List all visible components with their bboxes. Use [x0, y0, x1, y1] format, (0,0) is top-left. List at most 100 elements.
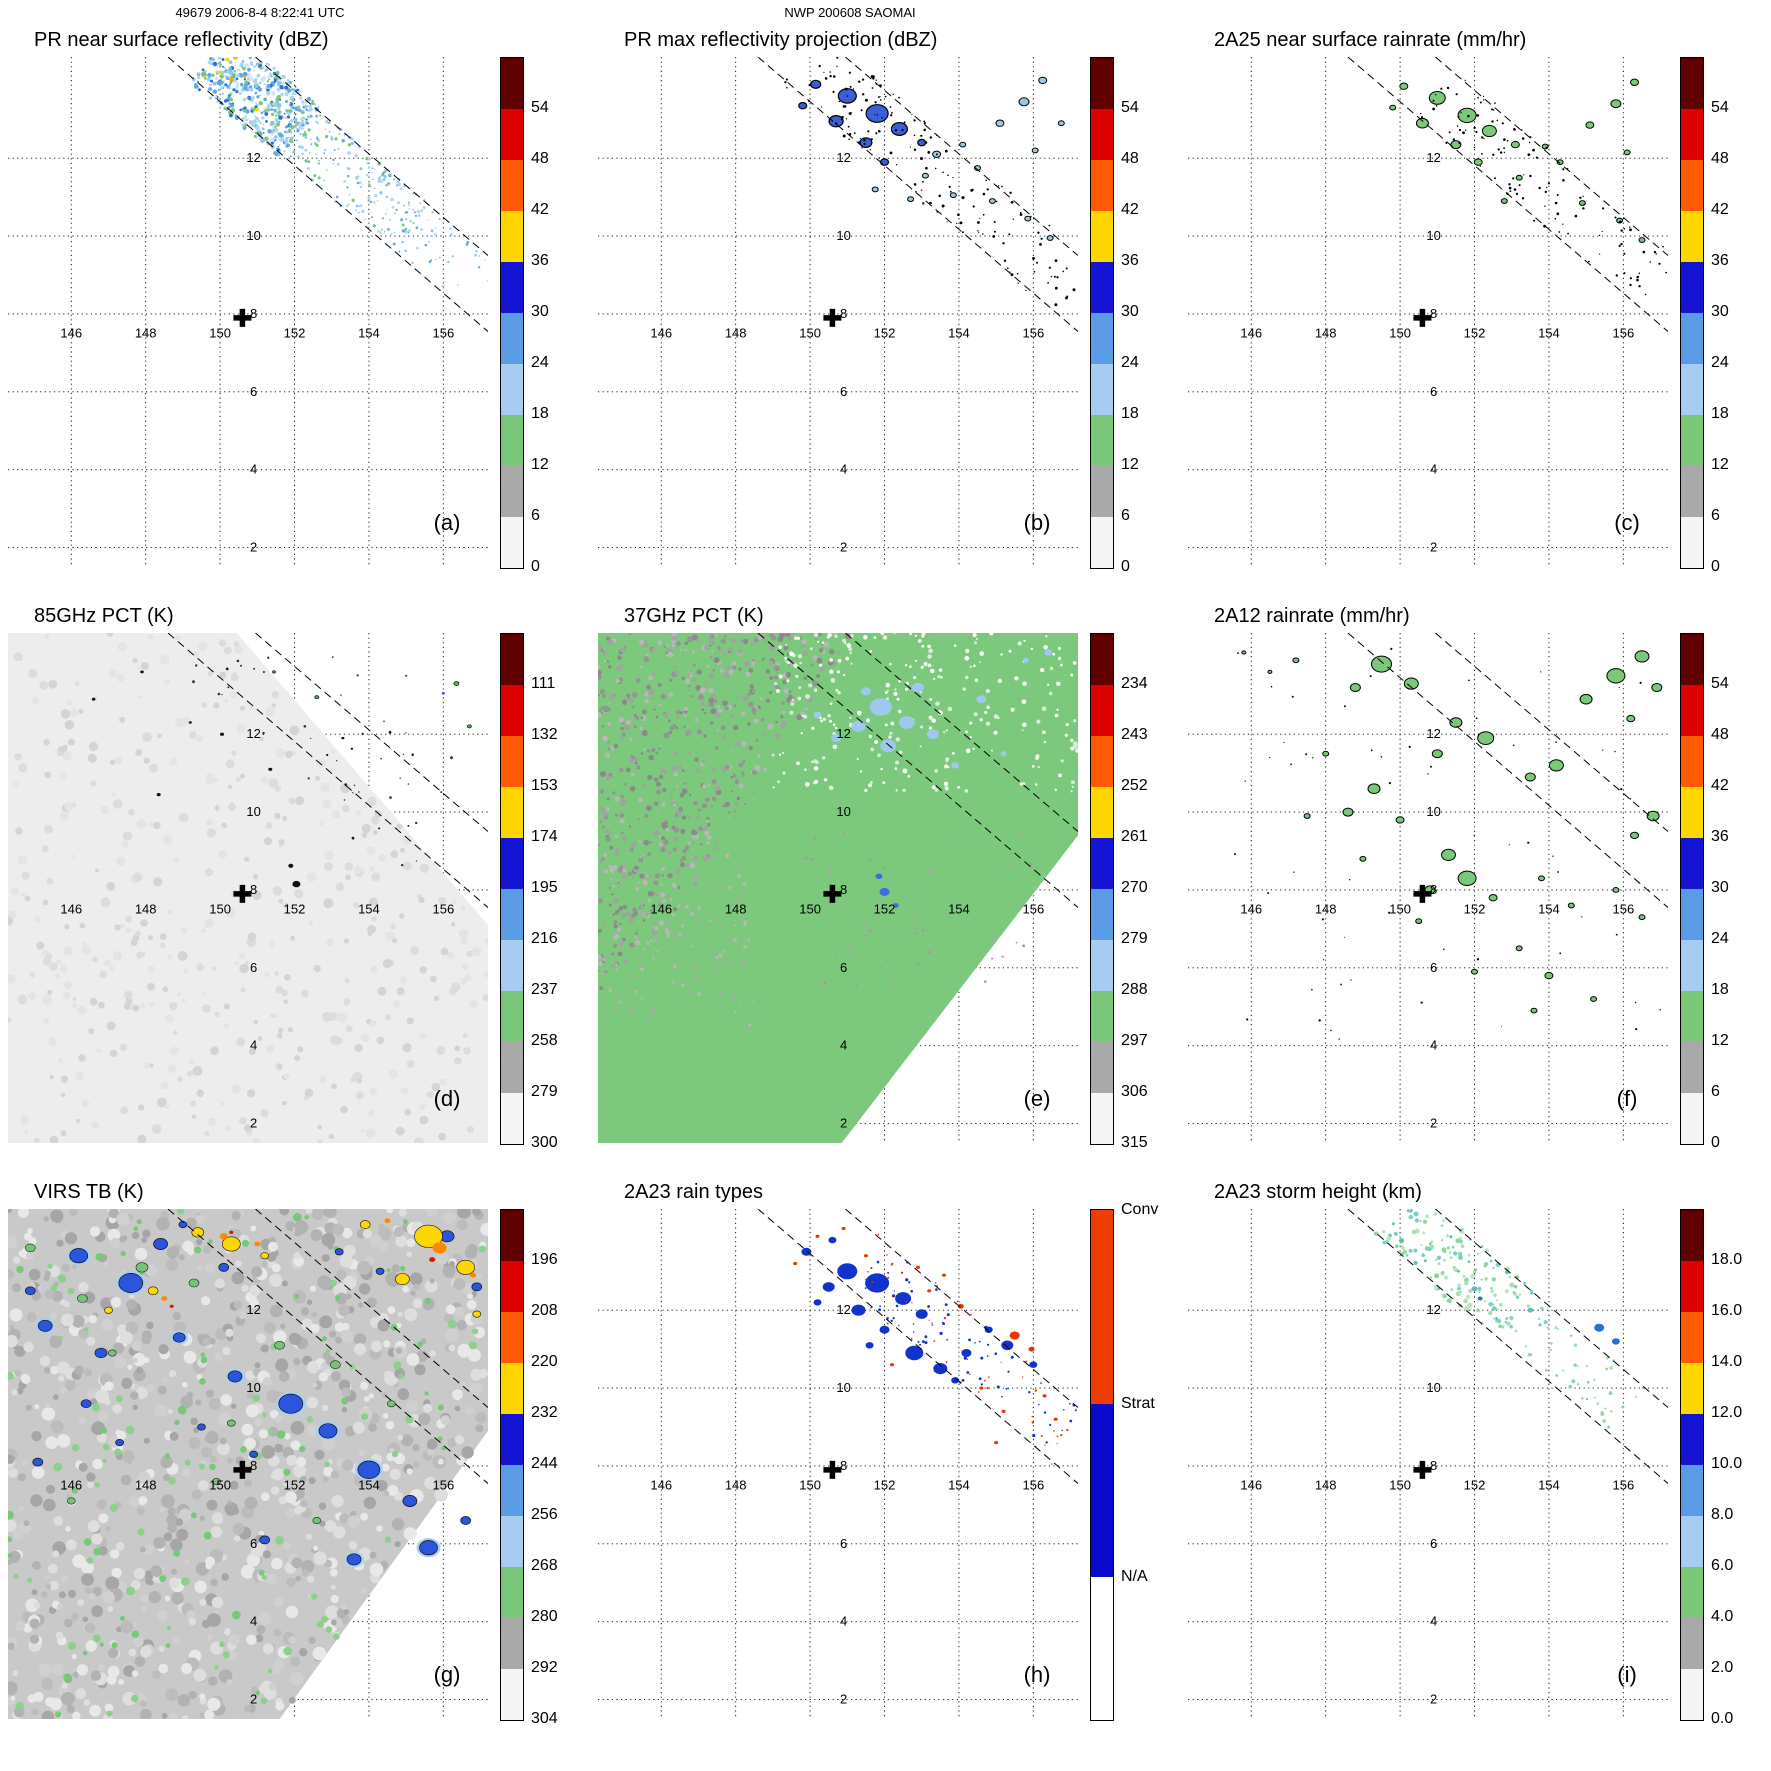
y-tick-label: 4	[250, 462, 257, 477]
y-tick-label: 4	[250, 1038, 257, 1053]
colorbar-tick-label: 0	[1711, 1134, 1720, 1151]
map-e: 146 148 150 152 154 156 12 10 8 6 4 2 (e)	[598, 633, 1078, 1143]
y-tick-label: 10	[1426, 228, 1440, 243]
x-tick-label: 150	[209, 1477, 231, 1492]
x-tick-label: 152	[1464, 325, 1486, 340]
panel-letter: (a)	[434, 510, 461, 535]
map-g: 146 148 150 152 154 156 12 10 8 6 4 2 (g)	[8, 1209, 488, 1719]
colorbar-segment	[501, 1414, 523, 1465]
colorbar-tick-label: 195	[531, 879, 558, 896]
colorbar-segment	[501, 1042, 523, 1093]
colorbar-segment	[1091, 1210, 1113, 1404]
colorbar-i	[1680, 1209, 1704, 1721]
y-tick-label: 8	[840, 306, 847, 321]
x-tick-label: 156	[432, 901, 454, 916]
y-tick-label: 12	[246, 726, 260, 741]
x-tick-label: 150	[1389, 901, 1411, 916]
colorbar-segment	[1681, 1414, 1703, 1465]
colorbar-tick-label: 234	[1121, 675, 1148, 692]
colorbar-segment	[501, 685, 523, 736]
colorbar-tick-label: 18	[531, 405, 549, 422]
panel-title: PR near surface reflectivity (dBZ)	[34, 29, 329, 51]
panel-b: PR max reflectivity projection (dBZ) 146 1…	[590, 27, 1180, 603]
y-tick-label: 10	[836, 1380, 850, 1395]
colorbar-segment	[1681, 634, 1703, 685]
y-tick-label: 6	[1430, 1536, 1437, 1551]
y-tick-label: 10	[1426, 1380, 1440, 1395]
colorbar-tick-label: 220	[531, 1353, 558, 1370]
colorbar-b	[1090, 57, 1114, 569]
colorbar-segment	[1091, 160, 1113, 211]
colorbar-tick-label: 30	[531, 303, 549, 320]
colorbar-tick-label: 12	[1711, 1032, 1729, 1049]
x-tick-label: 154	[948, 1477, 970, 1492]
panel-letter: (b)	[1024, 510, 1051, 535]
y-tick-label: 2	[1430, 540, 1437, 555]
colorbar-segment	[1681, 364, 1703, 415]
colorbar-tick-label: 10.0	[1711, 1455, 1743, 1472]
colorbar-segment	[1091, 787, 1113, 838]
y-tick-label: 8	[250, 1458, 257, 1473]
orbit-time-label: 49679 2006-8-4 8:22:41 UTC	[175, 5, 345, 20]
colorbar-segment	[1091, 364, 1113, 415]
colorbar-a	[500, 57, 524, 569]
colorbar-segment	[501, 160, 523, 211]
colorbar-tick-label: 6	[1711, 1083, 1720, 1100]
colorbar-segment	[1681, 211, 1703, 262]
colorbar-segment	[1681, 415, 1703, 466]
panel-letter: (g)	[434, 1662, 461, 1687]
x-tick-label: 150	[799, 901, 821, 916]
panel-title: 37GHz PCT (K)	[624, 605, 764, 627]
colorbar-segment	[1681, 1465, 1703, 1516]
colorbar-segment	[501, 517, 523, 568]
y-tick-label: 8	[250, 306, 257, 321]
x-tick-label: 146	[1240, 1477, 1262, 1492]
colorbar-tick-label: 315	[1121, 1134, 1148, 1151]
colorbar-tick-label: 261	[1121, 828, 1148, 845]
y-tick-label: 4	[1430, 1614, 1437, 1629]
y-tick-label: 6	[840, 1536, 847, 1551]
y-tick-label: 8	[1430, 882, 1437, 897]
colorbar-segment	[1091, 838, 1113, 889]
colorbar-tick-label: 216	[531, 930, 558, 947]
colorbar-tick-label: 208	[531, 1302, 558, 1319]
y-tick-label: 6	[840, 384, 847, 399]
colorbar-c	[1680, 57, 1704, 569]
colorbar-segment	[1091, 736, 1113, 787]
figure-header: 49679 2006-8-4 8:22:41 UTC NWP 200608 SA…	[0, 0, 1771, 27]
colorbar-tick-label: 256	[531, 1506, 558, 1523]
colorbar-tick-label: 4.0	[1711, 1608, 1734, 1625]
y-tick-label: 12	[836, 726, 850, 741]
x-tick-label: 152	[284, 901, 306, 916]
panel-g: VIRS TB (K) 146 148 150 152 154 156 12 10 8 6 4 2 (g)…	[0, 1179, 590, 1755]
x-tick-label: 156	[1022, 1477, 1044, 1492]
colorbar-segment	[1681, 1042, 1703, 1093]
panel-a: PR near surface reflectivity (dBZ) 146 148…	[0, 27, 590, 603]
colorbar-tick-label: 0	[1711, 558, 1720, 575]
colorbar-tick-label: 24	[1711, 354, 1729, 371]
x-tick-label: 152	[1464, 1477, 1486, 1492]
x-tick-label: 152	[284, 1477, 306, 1492]
colorbar-tick-label: 42	[1121, 201, 1139, 218]
colorbar-tick-label: 18	[1121, 405, 1139, 422]
colorbar-tick-label: 232	[531, 1404, 558, 1421]
colorbar-tick-label: 30	[1121, 303, 1139, 320]
colorbar-tick-label: 12	[531, 456, 549, 473]
y-tick-label: 8	[840, 882, 847, 897]
y-tick-label: 4	[250, 1614, 257, 1629]
y-tick-label: 4	[1430, 462, 1437, 477]
panel-grid: PR near surface reflectivity (dBZ) 146 148…	[0, 27, 1771, 1755]
x-tick-label: 146	[650, 901, 672, 916]
colorbar-tick-label: 6.0	[1711, 1557, 1734, 1574]
panel-title: VIRS TB (K)	[34, 1181, 144, 1203]
colorbar-tick-label: 6	[1121, 507, 1130, 524]
colorbar-segment	[1091, 889, 1113, 940]
storm-name-label: NWP 200608 SAOMAI	[784, 5, 916, 20]
panel-title: PR max reflectivity projection (dBZ)	[624, 29, 938, 51]
colorbar-tick-label: 297	[1121, 1032, 1148, 1049]
colorbar-segment	[501, 262, 523, 313]
colorbar-tick-label: 111	[531, 675, 556, 692]
x-tick-label: 148	[135, 325, 157, 340]
y-tick-label: 6	[1430, 960, 1437, 975]
panel-title: 2A25 near surface rainrate (mm/hr)	[1214, 29, 1527, 51]
